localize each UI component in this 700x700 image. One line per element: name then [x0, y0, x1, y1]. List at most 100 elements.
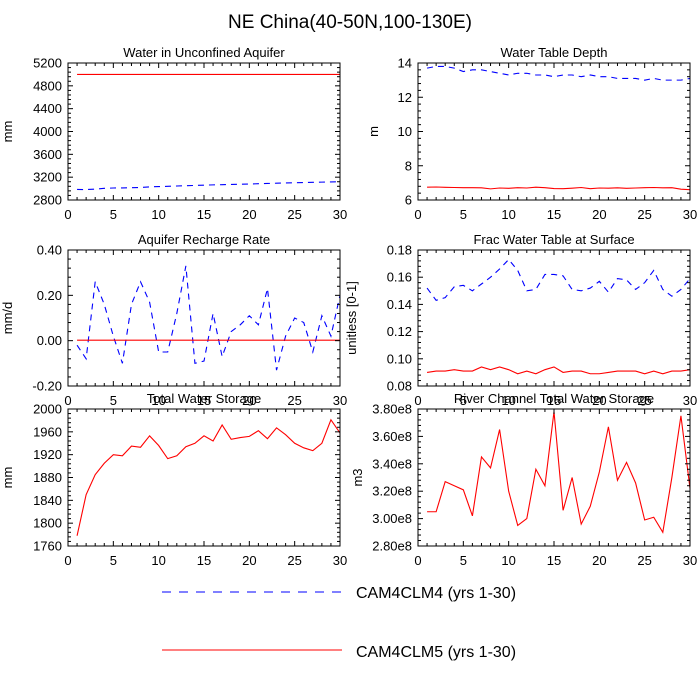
y-tick-label: 4800 — [33, 78, 62, 93]
y-axis-label: m — [366, 126, 381, 137]
y-tick-label: 1920 — [33, 447, 62, 462]
y-tick-label: 6 — [405, 193, 412, 208]
panel-total-water-storage: 0 5 10 15 20 25 30 1760 1800 1840 1880 1920 1960 2000… — [0, 391, 347, 568]
x-tick-label: 30 — [683, 207, 697, 222]
y-tick-label: 5200 — [33, 56, 62, 71]
y-tick-label: 3.60e8 — [372, 429, 412, 444]
panel-frac-water-table-at-surface: 0 5 10 15 20 25 30 0.08 0.10 0.12 0.14 0.16 0.18 Frac… — [344, 232, 697, 408]
series-line-cam4clm4 — [76, 265, 340, 371]
x-tick-label: 30 — [683, 393, 697, 408]
x-tick-label: 0 — [414, 553, 421, 568]
series-line-cam4clm5 — [426, 366, 690, 375]
x-tick-label: 10 — [151, 207, 165, 222]
y-tick-label: 0.10 — [387, 351, 412, 366]
y-axis-label: mm — [0, 121, 15, 143]
x-tick-label: 25 — [637, 207, 651, 222]
y-tick-label: 0.08 — [387, 379, 412, 394]
x-tick-label: 5 — [460, 207, 467, 222]
y-tick-label: 4400 — [33, 101, 62, 116]
x-tick-label: 5 — [460, 553, 467, 568]
x-tick-label: 20 — [592, 553, 606, 568]
series-line-cam4clm4 — [77, 181, 340, 191]
y-tick-label: 2800 — [33, 193, 62, 208]
series-line-cam4clm5 — [427, 186, 690, 191]
panel-aquifer-recharge-rate: 0 5 10 15 20 25 30 -0.20 0.00 0.20 0.40 Aquifer Rec… — [0, 232, 347, 408]
x-tick-label: 10 — [501, 207, 515, 222]
x-tick-label: 25 — [287, 393, 301, 408]
panel-title: Frac Water Table at Surface — [473, 232, 634, 247]
x-tick-label: 10 — [501, 553, 515, 568]
panel-title: Aquifer Recharge Rate — [138, 232, 270, 247]
y-tick-label: 1840 — [33, 493, 62, 508]
plot-frame — [417, 62, 691, 201]
panel-grid: 0 5 10 15 20 25 302800320036004000440048005200… — [0, 45, 697, 568]
y-tick-label: 2000 — [33, 402, 62, 417]
plot-frame — [417, 408, 691, 547]
y-axis-label: mm — [0, 467, 15, 489]
x-tick-label: 15 — [197, 207, 211, 222]
y-tick-label: 1800 — [33, 516, 62, 531]
x-tick-label: 0 — [414, 207, 421, 222]
y-tick-label: 3.80e8 — [372, 402, 412, 417]
y-tick-label: 8 — [405, 158, 412, 173]
figure-title: NE China(40-50N,100-130E) — [228, 12, 472, 33]
x-tick-label: 5 — [110, 393, 117, 408]
y-tick-label: 3200 — [33, 170, 62, 185]
x-tick-label: 0 — [64, 553, 71, 568]
panel-title: River Channel Total Water Storage — [454, 391, 654, 406]
plot-frame — [67, 62, 341, 201]
panel-title: Water in Unconfined Aquifer — [123, 45, 285, 60]
x-tick-label: 25 — [637, 393, 651, 408]
x-tick-label: 20 — [242, 393, 256, 408]
y-axis-label: unitless [0-1] — [344, 281, 359, 355]
series-line-cam4clm5 — [76, 418, 340, 536]
y-tick-label: 0.12 — [387, 324, 412, 339]
x-tick-label: 20 — [592, 393, 606, 408]
y-tick-label: 14 — [398, 56, 412, 71]
series-line-cam4clm4 — [426, 65, 690, 81]
x-tick-label: 25 — [637, 553, 651, 568]
x-tick-label: 30 — [683, 553, 697, 568]
y-axis-label: mm/d — [0, 302, 15, 335]
y-tick-label: 3600 — [33, 147, 62, 162]
x-tick-label: 10 — [151, 393, 165, 408]
x-tick-label: 30 — [333, 553, 347, 568]
panel-title: Water Table Depth — [501, 45, 608, 60]
x-tick-label: 30 — [333, 207, 347, 222]
x-tick-label: 10 — [501, 393, 515, 408]
panel-water-in-unconfined-aquifer: 0 5 10 15 20 25 30 2800 3200 3600 4000 4400 4800 5200… — [0, 45, 347, 222]
x-tick-label: 15 — [197, 393, 211, 408]
plot-frame — [67, 408, 341, 547]
y-tick-label: 3.40e8 — [372, 456, 412, 471]
y-tick-label: -0.20 — [32, 379, 62, 394]
plot-frame — [417, 249, 691, 387]
series-line-cam4clm5 — [427, 411, 690, 534]
x-tick-label: 5 — [110, 207, 117, 222]
y-tick-label: 0.16 — [387, 270, 412, 285]
y-tick-label: 0.14 — [387, 297, 412, 312]
y-tick-label: 1960 — [33, 424, 62, 439]
y-tick-label: 0.00 — [37, 333, 62, 348]
x-tick-label: 15 — [547, 207, 561, 222]
x-tick-label: 15 — [197, 553, 211, 568]
x-tick-label: 25 — [287, 207, 301, 222]
y-tick-label: 1880 — [33, 470, 62, 485]
x-tick-label: 20 — [242, 207, 256, 222]
y-tick-label: 3.00e8 — [372, 511, 412, 526]
y-tick-label: 0.40 — [37, 243, 62, 258]
series-line-cam4clm4 — [426, 258, 690, 301]
y-axis-label: m3 — [350, 468, 365, 486]
y-tick-label: 4000 — [33, 124, 62, 139]
y-tick-label: 3.20e8 — [372, 484, 412, 499]
x-tick-label: 10 — [151, 553, 165, 568]
panel-river-channel-total-water-storage: 0 5 10 15 20 25 30 2.80e8 3.00e8 3.20e8 3.40e8 3.60… — [350, 391, 697, 568]
x-tick-label: 20 — [592, 207, 606, 222]
x-tick-label: 15 — [547, 553, 561, 568]
x-tick-label: 0 — [64, 207, 71, 222]
x-tick-label: 25 — [287, 553, 301, 568]
y-tick-label: 0.18 — [387, 243, 412, 258]
panel-title: Total Water Storage — [147, 391, 261, 406]
x-tick-label: 0 — [414, 393, 421, 408]
x-tick-label: 5 — [460, 393, 467, 408]
